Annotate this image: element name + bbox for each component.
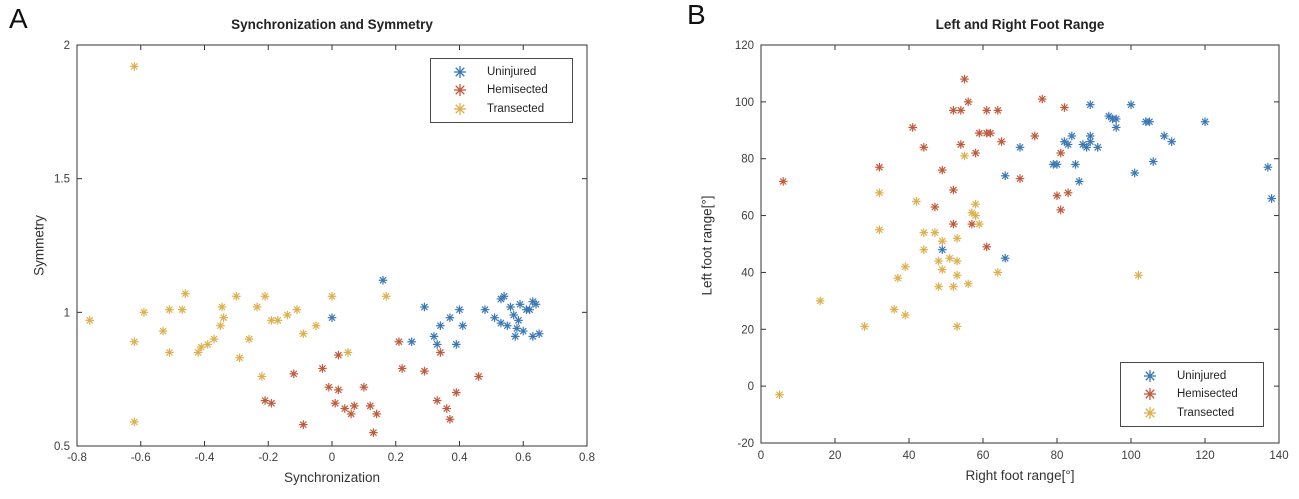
hemisected-asterisk-marker-icon — [1144, 388, 1156, 401]
x-tick-label: -0.2 — [258, 452, 278, 464]
x-tick-label: 0 — [758, 450, 764, 462]
y-tick-label: 1.5 — [54, 174, 70, 186]
legend-item-uninjured: Uninjured — [1135, 367, 1263, 385]
legend-label-uninjured: Uninjured — [487, 66, 537, 79]
legend-item-transected: Transected — [445, 100, 572, 118]
chart-a-title: Synchronization and Symmetry — [231, 17, 433, 32]
uninjured-asterisk-marker-icon — [454, 66, 466, 79]
chart-b-legend: Uninjured Hemisected Transected — [1120, 362, 1264, 427]
y-tick-label: -20 — [737, 438, 754, 450]
series-transected-A — [85, 62, 391, 427]
chart-a-x-axis-label: Synchronization — [283, 470, 381, 485]
y-tick-label: 20 — [741, 324, 754, 336]
y-tick-label: 1 — [64, 307, 70, 319]
series-transected-B — [775, 151, 1143, 399]
y-tick-label: 120 — [735, 40, 754, 52]
transected-asterisk-marker-icon — [454, 102, 466, 115]
chart-b-title: Left and Right Foot Range — [935, 17, 1105, 32]
x-tick-label: -0.4 — [195, 452, 215, 464]
x-tick-label: 0.2 — [388, 452, 404, 464]
chart-a-legend: Uninjured Hemisected Transected — [430, 58, 573, 123]
x-tick-label: -0.6 — [131, 452, 151, 464]
x-tick-label: -0.8 — [67, 452, 87, 464]
plot-area-B: 0 20 40 60 80 100 120 140 -20 0 20 40 60 80 100 120 — [735, 40, 1289, 462]
y-tick-label: 40 — [741, 267, 754, 279]
legend-item-uninjured: Uninjured — [445, 63, 572, 81]
legend-label-transected: Transected — [487, 102, 545, 115]
legend-label-hemisected: Hemisected — [1177, 388, 1238, 401]
y-tick-label: 60 — [741, 211, 754, 223]
legend-item-hemisected: Hemisected — [445, 81, 572, 99]
chart-b-x-axis-label: Right foot range[°] — [965, 468, 1075, 483]
panel-a-label: A — [9, 3, 28, 34]
x-tick-label: 100 — [1121, 450, 1140, 462]
series-hemisected-B — [778, 74, 1073, 252]
legend-label-uninjured: Uninjured — [1177, 370, 1227, 383]
series-uninjured-B — [938, 100, 1276, 263]
x-tick-label: 0.4 — [452, 452, 469, 464]
hemisected-asterisk-marker-icon — [454, 84, 466, 97]
x-tick-label: 120 — [1195, 450, 1214, 462]
x-tick-label: 60 — [977, 450, 990, 462]
y-tick-label: 0 — [748, 381, 754, 393]
x-tick-label: 0 — [329, 452, 335, 464]
series-uninjured-A — [327, 275, 544, 349]
series-hemisected-A — [260, 337, 483, 437]
legend-label-transected: Transected — [1177, 406, 1235, 419]
plot-area-A: -0.8 -0.6 -0.4 -0.2 0 0.2 0.4 0.6 0.8 0.5 1 1.5 2 — [54, 40, 595, 464]
x-tick-label: 140 — [1269, 450, 1288, 462]
y-tick-label: 2 — [64, 40, 70, 52]
y-tick-label: 100 — [735, 97, 754, 109]
x-tick-label: 20 — [829, 450, 842, 462]
y-tick-label: 0.5 — [54, 441, 70, 453]
panel-b-label: B — [687, 0, 706, 30]
legend-label-hemisected: Hemisected — [487, 84, 548, 97]
x-tick-label: 0.6 — [515, 452, 531, 464]
legend-item-transected: Transected — [1135, 404, 1263, 422]
x-tick-label: 40 — [903, 450, 916, 462]
legend-item-hemisected: Hemisected — [1135, 385, 1263, 403]
x-tick-label: 0.8 — [579, 452, 595, 464]
y-tick-label: 80 — [741, 154, 754, 166]
uninjured-asterisk-marker-icon — [1144, 370, 1156, 383]
x-tick-label: 80 — [1051, 450, 1064, 462]
transected-asterisk-marker-icon — [1144, 406, 1156, 419]
